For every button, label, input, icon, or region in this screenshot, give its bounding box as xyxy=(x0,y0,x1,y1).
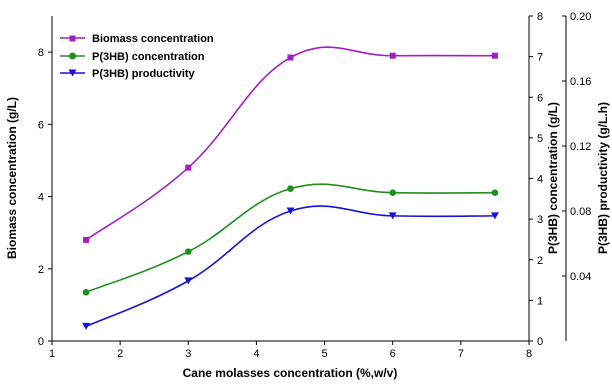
data-point-circle xyxy=(389,189,397,197)
right-y-tick-label: 4 xyxy=(537,174,543,186)
right-y-axis-title: P(3HB) concentration (g/L) xyxy=(546,102,560,254)
x-tick-label: 3 xyxy=(185,348,191,360)
data-point-square xyxy=(185,164,192,171)
data-point-circle xyxy=(82,288,90,296)
markers-layer xyxy=(82,52,499,330)
right-y-tick-label: 5 xyxy=(537,133,543,145)
right-y-tick-label: 0 xyxy=(537,336,543,348)
legend-item-p3hb-productivity: P(3HB) productivity xyxy=(60,68,196,80)
data-point-circle xyxy=(287,185,294,192)
right-y-tick-label: 3 xyxy=(537,214,543,226)
left-y-tick-label: 8 xyxy=(38,47,44,59)
productivity-tick-label: 0.08 xyxy=(570,206,591,218)
legend-label-p3hb-concentration: P(3HB) concentration xyxy=(92,51,205,63)
left-y-tick-label: 6 xyxy=(38,119,44,131)
data-point-triangle xyxy=(286,207,295,215)
legend-label-p3hb-productivity: P(3HB) productivity xyxy=(92,68,196,80)
data-point-square xyxy=(491,52,498,59)
legend-marker-square xyxy=(69,35,76,42)
data-point-square xyxy=(389,52,396,59)
data-point-triangle xyxy=(82,322,91,330)
left-y-tick-label: 4 xyxy=(38,192,44,204)
data-point-triangle xyxy=(388,212,397,220)
x-tick-label: 8 xyxy=(526,348,532,360)
right-y-tick-label: 8 xyxy=(537,11,543,23)
data-point-triangle xyxy=(490,212,499,220)
right-y-tick-label: 1 xyxy=(537,295,543,307)
series-line-0 xyxy=(85,46,495,241)
data-point-square xyxy=(83,236,90,243)
legend-item-p3hb-concentration: P(3HB) concentration xyxy=(60,51,205,63)
data-point-circle xyxy=(491,189,499,197)
data-point-square xyxy=(287,54,294,61)
legend-item-biomass: Biomass concentration xyxy=(60,33,214,45)
left-y-axis-title: Biomass concentration (g/L) xyxy=(5,97,19,259)
productivity-tick-label: 0.12 xyxy=(570,141,591,153)
right-y-tick-label: 2 xyxy=(537,255,543,267)
data-point-circle xyxy=(184,248,192,255)
data-point-triangle xyxy=(184,277,193,285)
series-line-2 xyxy=(85,205,495,328)
x-tick-label: 1 xyxy=(49,348,55,360)
legend-marker-circle xyxy=(69,52,76,60)
x-tick-label: 7 xyxy=(458,348,464,360)
productivity-tick-label: 0.16 xyxy=(570,76,591,88)
left-y-tick-label: 2 xyxy=(38,264,44,276)
legend-marker-triangle xyxy=(68,69,77,77)
ticks-layer: 1 2 3 4 5 6 7 8024680123456780.040.080.120.160.… xyxy=(38,11,592,360)
left-y-tick-label: 0 xyxy=(38,336,44,348)
productivity-tick-label: 0.04 xyxy=(570,271,591,283)
x-tick-label: 6 xyxy=(390,348,396,360)
legend-label-biomass: Biomass concentration xyxy=(92,33,214,45)
x-tick-label: 4 xyxy=(253,348,259,360)
legend: Biomass concentration P(3HB) concentrati… xyxy=(60,33,214,80)
productivity-axis-title: P(3HB) productivity (g/L.h) xyxy=(596,102,610,254)
right-y-tick-label: 6 xyxy=(537,92,543,104)
productivity-tick-label: 0.20 xyxy=(570,11,591,23)
x-tick-label: 5 xyxy=(322,348,328,360)
x-tick-label: 2 xyxy=(117,348,123,360)
x-axis-title: Cane molasses concentration (%,w/v) xyxy=(183,366,398,380)
right-y-tick-label: 7 xyxy=(537,52,543,64)
